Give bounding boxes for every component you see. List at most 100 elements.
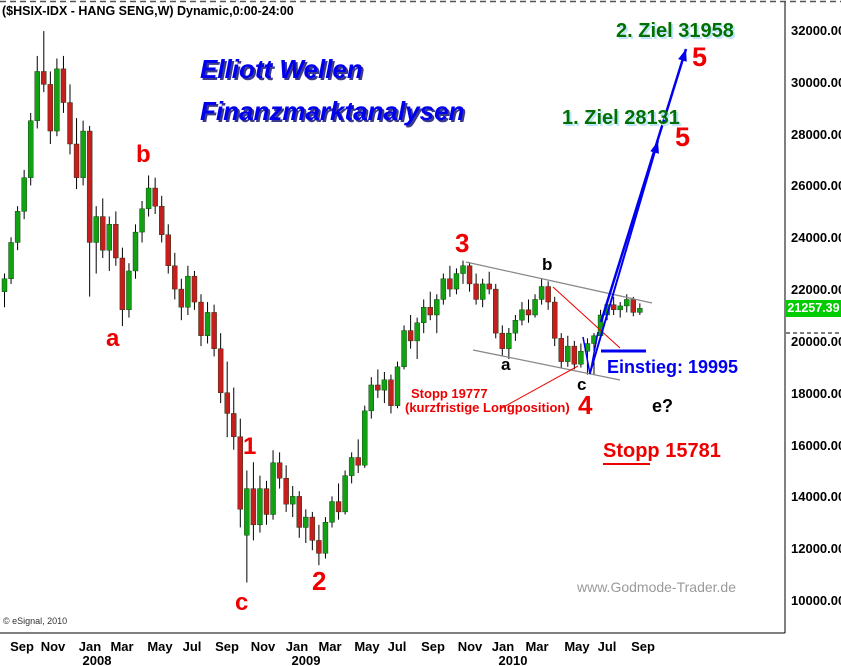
x-month-label: Jul xyxy=(182,639,202,654)
candle-body xyxy=(453,273,460,290)
x-month-label: Sep xyxy=(421,639,445,654)
candle-body xyxy=(375,384,381,391)
y-tick-label: 32000.00 xyxy=(791,23,841,38)
wave-1: 1 xyxy=(243,433,257,460)
pointer-from-stop-text xyxy=(499,365,579,410)
wave-5-lower: 5 xyxy=(675,122,691,152)
y-tick-label: 14000.00 xyxy=(791,489,841,505)
x-month-label: May xyxy=(147,639,173,654)
chart-title: ($HSIX-IDX - HANG SENG,W) Dynamic,0:00-2… xyxy=(2,4,294,18)
candle-body xyxy=(14,211,21,243)
x-year-label: 2009 xyxy=(291,653,321,666)
y-tick-label: 28000.00 xyxy=(791,126,841,142)
x-month-label: Nov xyxy=(40,639,66,654)
candle-body xyxy=(394,366,401,406)
x-month-label: May xyxy=(564,639,590,654)
candle-body xyxy=(362,410,368,466)
candle-body xyxy=(1,278,8,292)
candle-body xyxy=(342,475,348,513)
x-month-label: Jul xyxy=(387,639,407,654)
candle-body xyxy=(440,278,447,300)
candle-body xyxy=(407,330,414,342)
candle-body xyxy=(204,312,211,336)
candle-body xyxy=(257,488,263,526)
candle-body xyxy=(414,322,420,342)
wave-3: 3 xyxy=(455,228,470,258)
candle-body xyxy=(231,413,237,437)
candle-body xyxy=(552,301,558,339)
candle-body xyxy=(316,540,322,554)
candle-body xyxy=(506,332,512,349)
candle-body xyxy=(460,265,466,274)
candle-body xyxy=(132,231,139,272)
candle-body xyxy=(139,208,145,233)
candle-body xyxy=(348,457,355,476)
candle-body xyxy=(60,68,67,103)
wave-b-major: b xyxy=(136,141,151,168)
candle-body xyxy=(532,299,538,316)
candle-body xyxy=(237,436,244,510)
x-year-label: 2010 xyxy=(498,653,528,666)
subwave-b: b xyxy=(542,255,553,274)
wave-e-question: e? xyxy=(652,396,674,416)
candle-body xyxy=(152,187,158,207)
entry-marker-v-left xyxy=(582,336,591,375)
candle-body xyxy=(276,462,283,479)
candle-body xyxy=(388,379,394,406)
candle-body xyxy=(624,299,630,307)
x-month-label: Jan xyxy=(491,639,515,654)
candle-body xyxy=(80,130,86,178)
x-month-label: Jul xyxy=(597,639,617,654)
candle-body xyxy=(283,478,289,505)
projection-arrow-target-2-head xyxy=(678,49,687,62)
candle-body xyxy=(486,283,492,290)
y-tick-label: 18000.00 xyxy=(791,385,841,401)
candle-body xyxy=(525,309,532,316)
candle-body xyxy=(381,379,388,391)
y-tick-label: 30000.00 xyxy=(791,74,841,90)
candle-body xyxy=(421,307,427,323)
stop-short-line1: Stopp 19777 xyxy=(411,386,488,401)
target-2-label: 2. Ziel 31958 xyxy=(616,20,734,42)
headline-line1: Elliott Wellen xyxy=(200,54,363,84)
candle-body xyxy=(198,301,204,336)
subwave-a: a xyxy=(501,355,511,374)
candle-body xyxy=(217,348,224,393)
candle-body xyxy=(263,488,270,515)
wave-a-major: a xyxy=(106,325,120,352)
projection-arrow-target-2 xyxy=(599,48,688,323)
x-month-label: Mar xyxy=(525,639,549,654)
candle-body xyxy=(637,308,643,313)
candle-body xyxy=(28,120,34,178)
candle-body xyxy=(47,84,54,132)
x-month-label: Sep xyxy=(10,639,34,654)
candle-body xyxy=(355,457,361,466)
candle-body xyxy=(73,143,80,178)
candle-body xyxy=(178,288,185,308)
candle-body xyxy=(479,283,486,300)
candle-body xyxy=(368,384,374,412)
target-1-label: 1. Ziel 28131 xyxy=(562,107,680,129)
x-month-label: Nov xyxy=(457,639,483,654)
x-month-label: Sep xyxy=(215,639,239,654)
y-tick-label: 16000.00 xyxy=(791,437,841,453)
candle-body xyxy=(329,501,335,523)
candle-body xyxy=(617,305,623,311)
candle-body xyxy=(270,462,276,515)
candle-body xyxy=(250,488,257,526)
candle-body xyxy=(290,496,296,505)
candle-body xyxy=(145,187,152,209)
subwave-c: c xyxy=(577,375,587,394)
candle-body xyxy=(67,102,73,145)
candle-body xyxy=(519,309,525,321)
x-month-label: Mar xyxy=(318,639,342,654)
candle-body xyxy=(512,319,519,334)
x-month-label: Jan xyxy=(285,639,309,654)
candle-body xyxy=(296,496,302,528)
candle-body xyxy=(473,283,479,300)
candle-body xyxy=(41,71,47,85)
channel-upper-line xyxy=(465,261,653,304)
entry-label: Einstieg: 19995 xyxy=(607,357,739,377)
y-tick-label: 24000.00 xyxy=(791,230,841,246)
